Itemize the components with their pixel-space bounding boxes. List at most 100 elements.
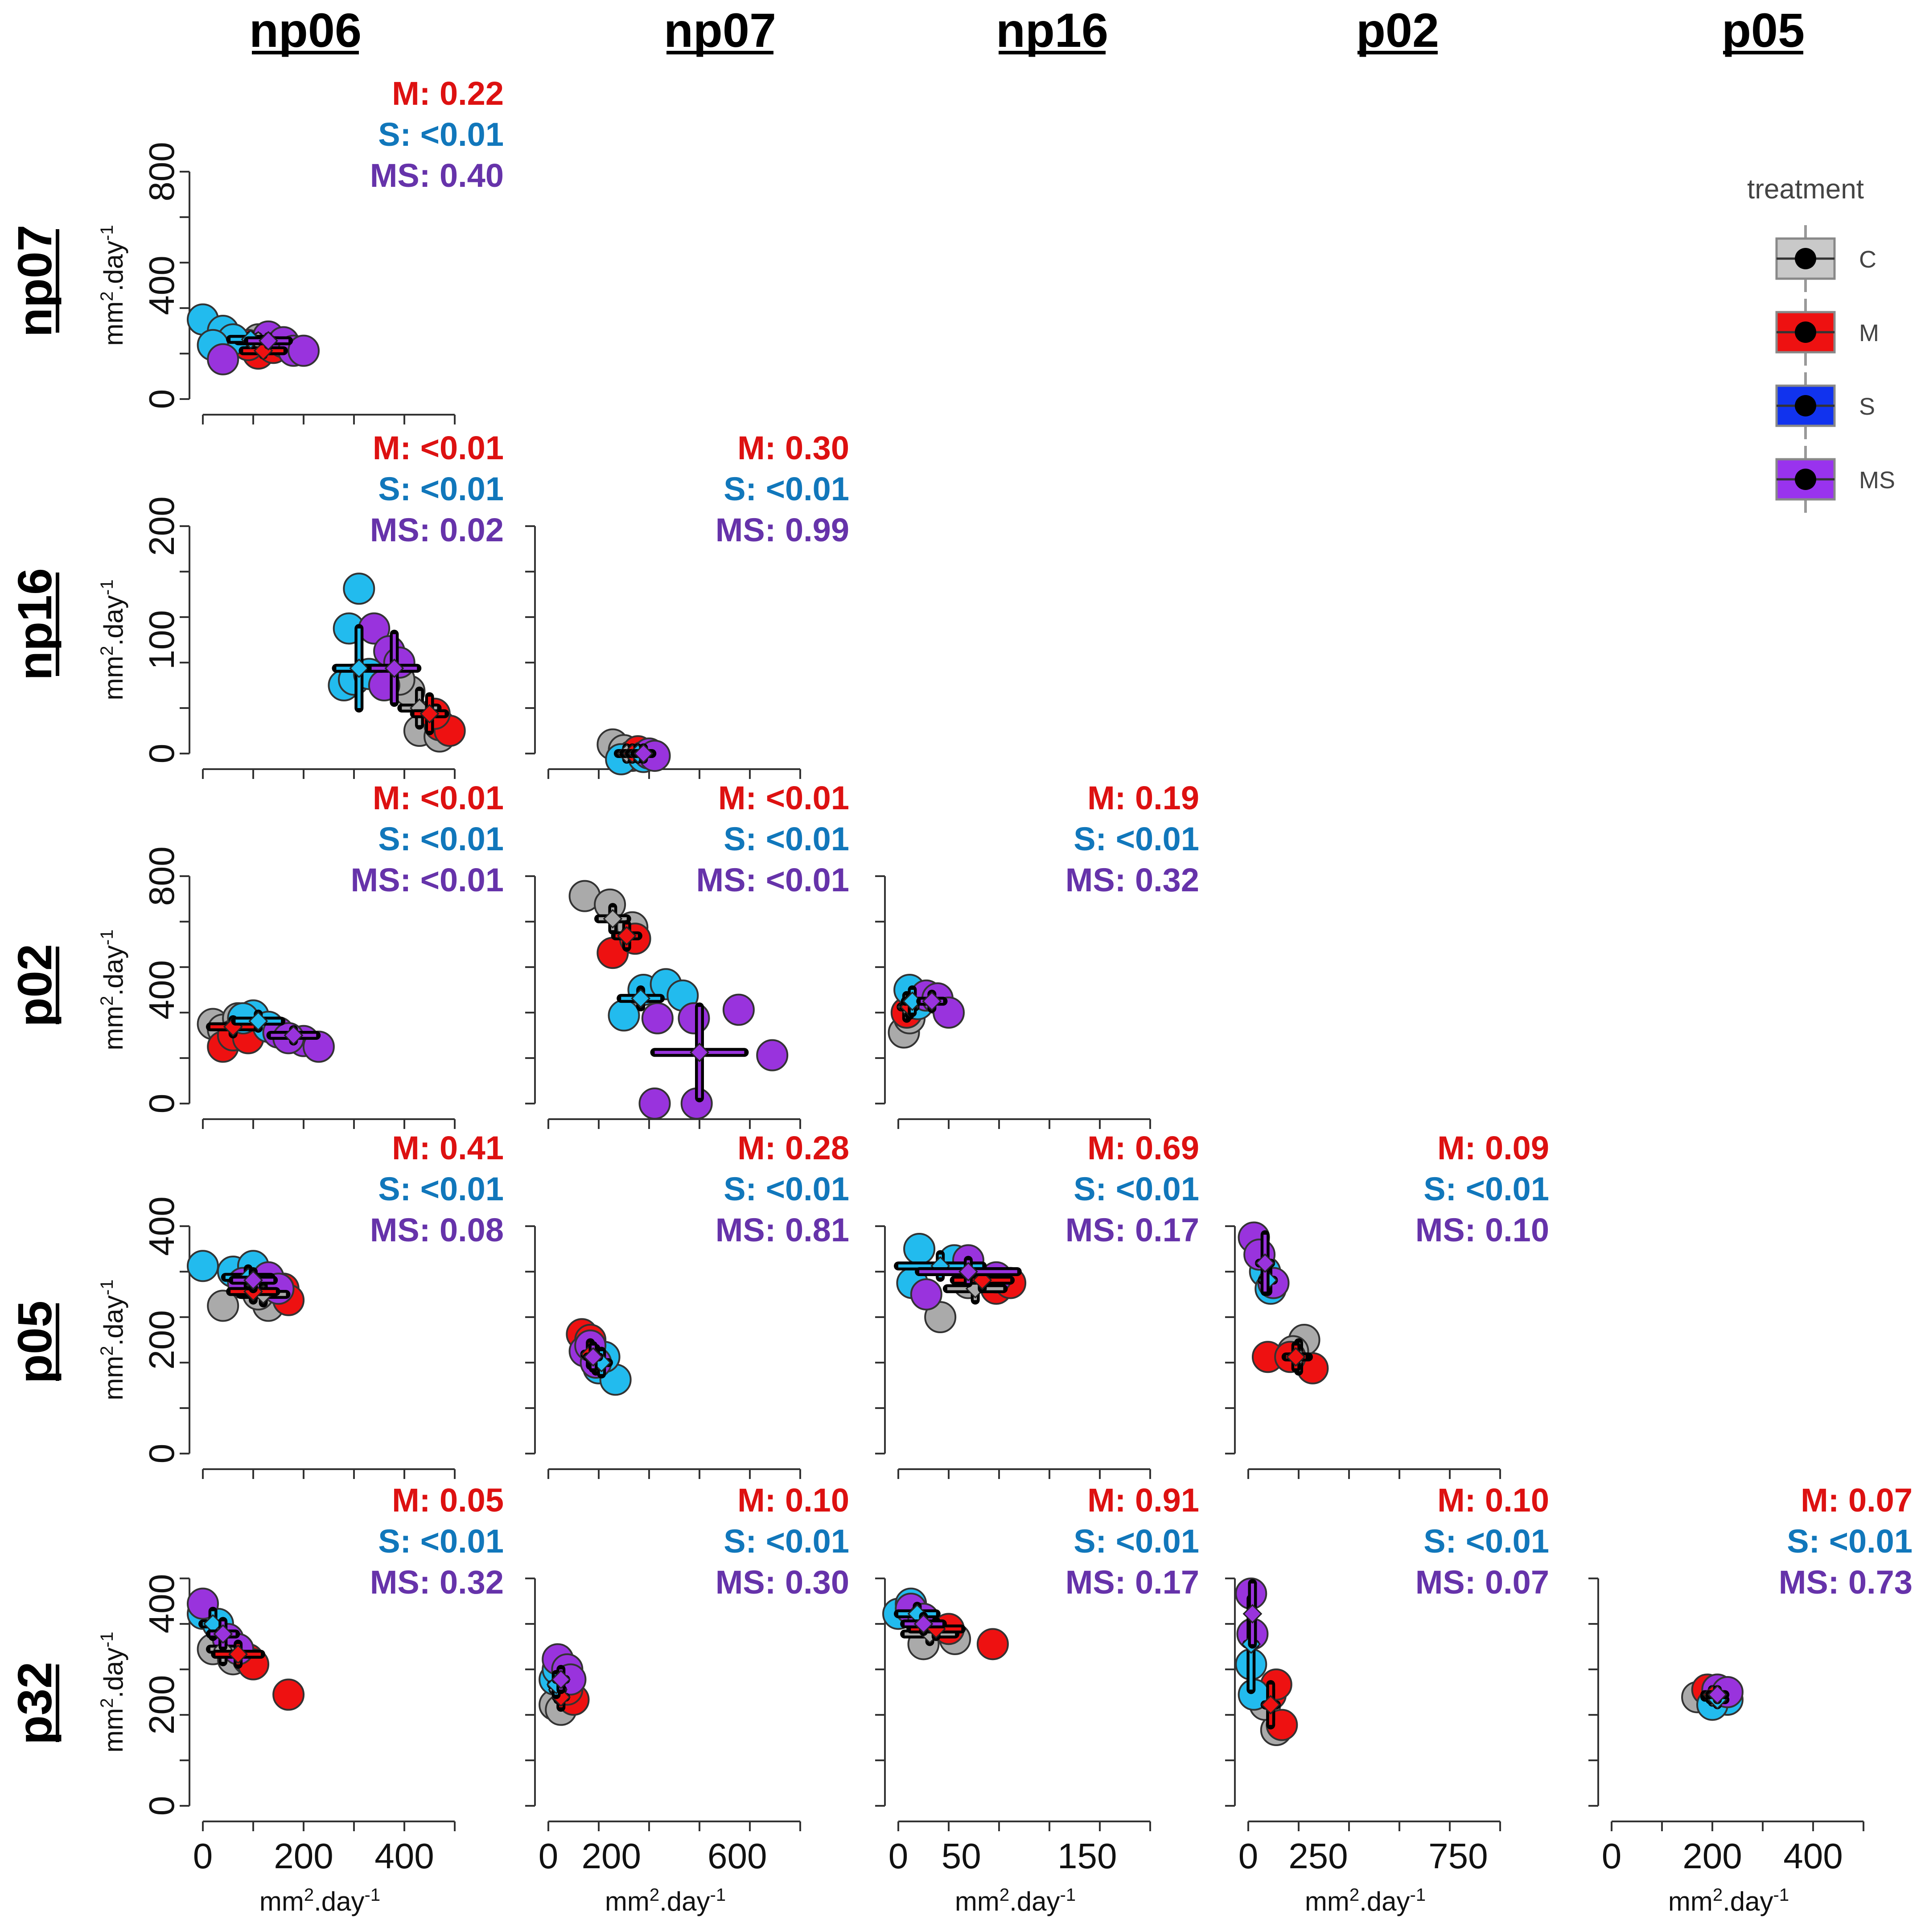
data-point-C xyxy=(207,1289,239,1322)
x-tick-label: 50 xyxy=(942,1836,981,1876)
stat-M-value: M: 0.09 xyxy=(1437,1129,1549,1166)
legend-dot xyxy=(1795,248,1816,269)
mean-diamond-MS xyxy=(213,1624,233,1644)
y-tick-label: 400 xyxy=(142,255,181,315)
y-tick-label: 0 xyxy=(142,744,181,764)
y-tick-label: 200 xyxy=(142,1310,181,1369)
stat-M-value: M: <0.01 xyxy=(718,779,849,816)
data-point-MS xyxy=(207,343,239,375)
stat-MS-value: MS: <0.01 xyxy=(696,861,849,898)
panel-np07-vs-np06: 0 400 800 mm2.day-1 M: 0.22 S: <0.01 MS: 0.40 xyxy=(97,75,504,424)
data-point-MS xyxy=(641,1002,674,1034)
mean-diamond-MS xyxy=(922,991,942,1011)
stat-MS-value: MS: <0.01 xyxy=(351,861,504,898)
y-tick-label: 400 xyxy=(142,960,181,1019)
y-tick-label-group: 400 xyxy=(142,255,181,315)
y-axis-unit-label: mm2.day-1 xyxy=(97,929,128,1050)
panel-p32-vs-p05: 0 200 400 mm2.day-1 M: 0.07 S: <0.01 MS: 0.73 xyxy=(1588,1482,1913,1916)
stat-S-value: S: <0.01 xyxy=(1423,1523,1549,1560)
stat-M-value: M: 0.30 xyxy=(737,429,849,466)
x-axis-unit-label: mm2.day-1 xyxy=(955,1885,1076,1916)
panel-np16-vs-np07: M: 0.30 S: <0.01 MS: 0.99 xyxy=(525,429,849,779)
mean-diamond-MS xyxy=(1242,1604,1263,1624)
stat-M-value: M: 0.91 xyxy=(1087,1482,1199,1519)
mean-diamond-C xyxy=(603,909,623,929)
y-tick-label: 400 xyxy=(142,1574,181,1633)
mean-diamond-MS xyxy=(1255,1253,1275,1273)
y-axis-unit-label: mm2.day-1 xyxy=(97,1279,128,1400)
legend-dot xyxy=(1795,469,1816,490)
mean-diamond-MS xyxy=(913,1614,934,1634)
y-tick-label: 0 xyxy=(142,1094,181,1114)
column-header-np06: np06 xyxy=(249,3,362,57)
x-tick-label: 750 xyxy=(1428,1836,1488,1876)
stat-MS-value: MS: 0.02 xyxy=(370,511,504,548)
y-tick-label-group: 0 xyxy=(142,389,181,409)
mean-diamond-M xyxy=(1261,1695,1281,1715)
stat-M-value: M: <0.01 xyxy=(373,429,504,466)
x-axis-unit-label: mm2.day-1 xyxy=(259,1885,380,1916)
mean-diamond-S xyxy=(203,1614,223,1634)
panel-p02-vs-np16: M: 0.19 S: <0.01 MS: 0.32 xyxy=(875,779,1199,1129)
row-header-group: np07 xyxy=(8,225,62,337)
y-tick-label: 800 xyxy=(142,142,181,201)
y-tick-label-group: 400 xyxy=(142,1196,181,1256)
mean-diamond-MS xyxy=(583,1347,603,1367)
stat-S-value: S: <0.01 xyxy=(378,1170,504,1207)
stat-MS-value: MS: 0.81 xyxy=(716,1211,849,1248)
y-axis-unit-group: mm2.day-1 xyxy=(97,929,128,1050)
y-axis-unit-group: mm2.day-1 xyxy=(97,225,128,346)
stat-M-value: M: 0.41 xyxy=(392,1129,504,1166)
stat-S-value: S: <0.01 xyxy=(378,1523,504,1560)
stat-MS-value: MS: 0.08 xyxy=(370,1211,504,1248)
row-header-group: np16 xyxy=(8,568,62,680)
stat-M-value: M: 0.07 xyxy=(1801,1482,1913,1519)
panel-np16-vs-np06: 0 100 200 mm2.day-1 M: <0.01 S: <0.01 MS: 0.02 xyxy=(97,429,504,779)
data-point-S xyxy=(608,999,640,1032)
x-tick-label: 0 xyxy=(539,1836,559,1876)
stat-S-value: S: <0.01 xyxy=(1423,1170,1549,1207)
x-tick-label: 200 xyxy=(1682,1836,1742,1876)
stat-S-value: S: <0.01 xyxy=(378,116,504,153)
data-point-S xyxy=(343,573,375,605)
y-tick-label-group: 0 xyxy=(142,744,181,764)
stat-S-value: S: <0.01 xyxy=(724,1170,849,1207)
x-tick-label: 0 xyxy=(888,1836,909,1876)
mean-diamond-MS xyxy=(690,1042,709,1063)
x-tick-label: 200 xyxy=(582,1836,641,1876)
stat-MS-value: MS: 0.32 xyxy=(1065,861,1199,898)
mean-diamond-MS xyxy=(551,1669,571,1689)
y-tick-label-group: 200 xyxy=(142,496,181,556)
legend-title: treatment xyxy=(1747,174,1864,205)
stat-S-value: S: <0.01 xyxy=(1074,1523,1199,1560)
y-tick-label-group: 100 xyxy=(142,610,181,669)
mean-diamond-S xyxy=(902,991,922,1011)
x-tick-label: 400 xyxy=(374,1836,434,1876)
stat-M-value: M: 0.69 xyxy=(1087,1129,1199,1166)
stat-MS-value: MS: 0.73 xyxy=(1779,1564,1913,1601)
stat-MS-value: MS: 0.17 xyxy=(1065,1211,1199,1248)
legend-dot xyxy=(1795,321,1816,343)
y-tick-label: 0 xyxy=(142,389,181,409)
mean-diamond-M xyxy=(420,704,440,724)
mean-diamond-M xyxy=(617,926,637,946)
data-point-S xyxy=(903,1233,936,1265)
data-point-MS xyxy=(722,993,755,1026)
row-header-np07: np07 xyxy=(8,225,62,337)
panel-p05-vs-np07: M: 0.28 S: <0.01 MS: 0.81 xyxy=(525,1129,849,1479)
x-tick-label: 200 xyxy=(274,1836,333,1876)
stat-S-value: S: <0.01 xyxy=(724,470,849,507)
mean-diamond-M xyxy=(1286,1347,1306,1367)
panel-p32-vs-np07: 0 200 600 mm2.day-1 M: 0.10 S: <0.01 MS: 0.30 xyxy=(525,1482,849,1916)
y-tick-label-group: 0 xyxy=(142,1094,181,1114)
mean-diamond-MS xyxy=(243,1270,263,1290)
mean-diamond-MS xyxy=(1707,1685,1728,1705)
y-tick-label: 200 xyxy=(142,496,181,556)
stat-S-value: S: <0.01 xyxy=(724,820,849,857)
y-tick-label: 200 xyxy=(142,1675,181,1734)
legend-label-S: S xyxy=(1859,393,1875,420)
stat-S-value: S: <0.01 xyxy=(378,820,504,857)
legend-label-M: M xyxy=(1859,320,1879,346)
